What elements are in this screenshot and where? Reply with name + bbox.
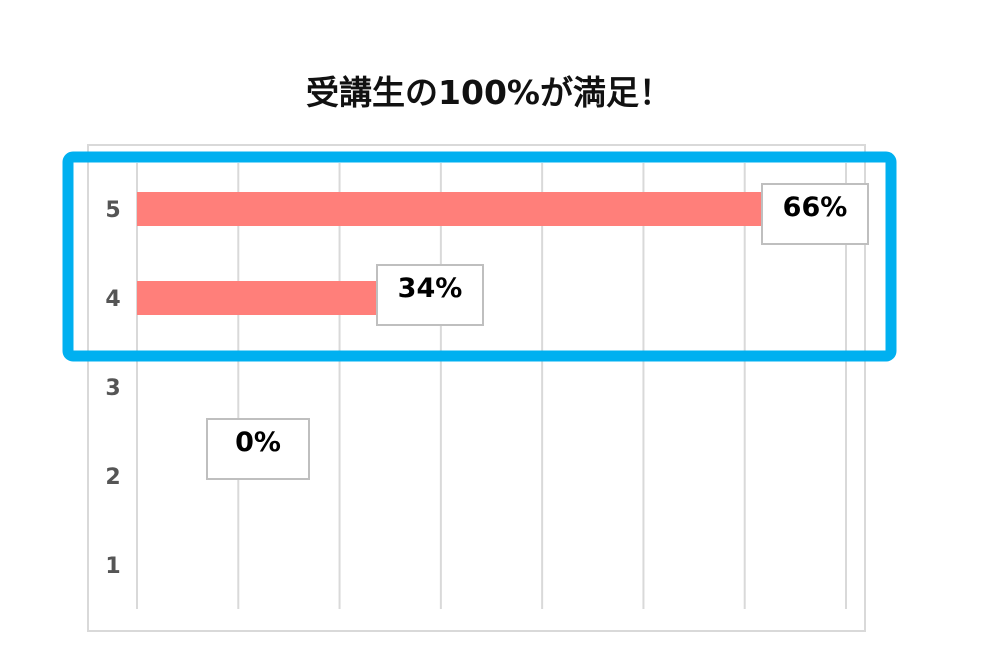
data-label: 0% — [235, 427, 281, 458]
category-tick-label: 4 — [105, 287, 120, 312]
category-tick-label: 1 — [105, 554, 120, 579]
chart-title: 受講生の100%が満足！ — [306, 73, 672, 112]
highlight-rectangle — [62, 151, 897, 362]
highlight-frame — [62, 151, 897, 362]
data-labels: 66% 34% 0% — [206, 183, 869, 480]
gridlines — [87, 144, 866, 632]
plot-frame — [87, 144, 866, 632]
category-tick-label: 5 — [105, 198, 120, 223]
category-tick-label: 2 — [105, 465, 120, 490]
category-tick-labels: 5 4 3 2 1 — [105, 198, 120, 579]
data-label-box — [376, 264, 484, 326]
data-label: 66% — [783, 192, 848, 223]
data-label-box — [761, 183, 869, 245]
data-label: 34% — [398, 273, 463, 304]
category-tick-label: 3 — [105, 376, 120, 401]
data-label-box — [206, 418, 310, 480]
bar — [137, 192, 806, 226]
